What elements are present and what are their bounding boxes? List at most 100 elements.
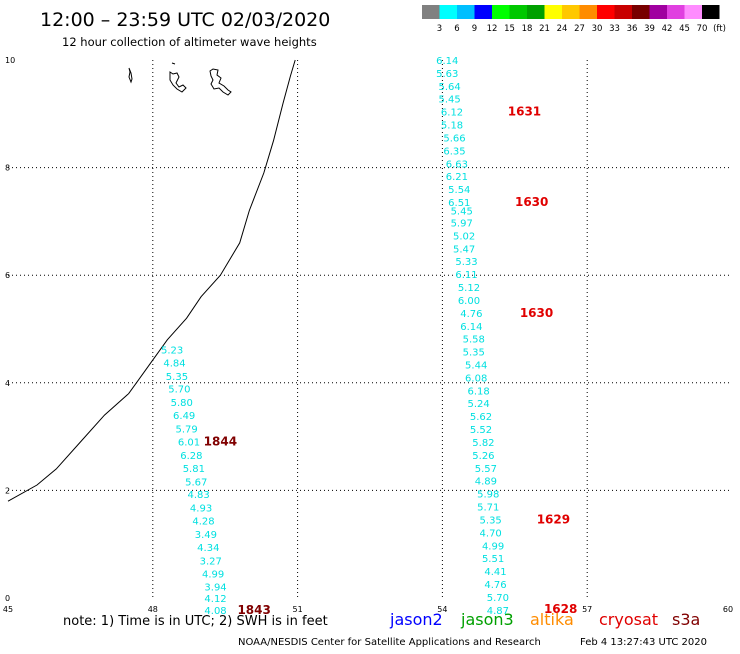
wave-height-value: 5.23: [161, 345, 183, 356]
wave-height-value: 5.52: [470, 425, 492, 436]
wave-height-value: 4.28: [192, 517, 214, 528]
wave-height-value: 5.82: [472, 438, 494, 449]
wave-height-value: 6.00: [458, 296, 480, 307]
wave-height-value: 6.18: [467, 386, 489, 397]
longitude-tick-label: 51: [293, 605, 303, 614]
satellite-legend-jason3: jason3: [460, 610, 514, 629]
wave-height-value: 5.18: [441, 121, 463, 132]
longitude-tick-label: 45: [3, 605, 13, 614]
latitude-tick-label: 10: [5, 56, 15, 65]
legend-scale-label: 18: [522, 24, 533, 34]
pass-time-label: 1629: [537, 512, 570, 526]
wave-height-value: 6.14: [436, 56, 458, 67]
island: [209, 68, 232, 96]
legend-scale-label: 12: [487, 24, 498, 34]
wave-height-value: 4.84: [163, 358, 185, 369]
legend-color-swatch: [579, 5, 597, 19]
pass-time-label: 1843: [237, 603, 270, 617]
satellite-legend-jason2: jason2: [389, 610, 443, 629]
wave-height-value: 4.70: [480, 528, 502, 539]
wave-height-color-legend: 3 6 9 12 15 18 21 24 27 30 33 36 39 42 45 70 (ft): [422, 5, 726, 34]
legend-scale-label: 3: [437, 24, 442, 34]
legend-scale-label: 21: [539, 24, 550, 34]
wave-height-value: 5.44: [465, 361, 487, 372]
wave-height-value: 5.70: [487, 593, 509, 604]
wave-height-value: 6.08: [465, 373, 487, 384]
islands: [128, 62, 232, 96]
legend-scale-label: 36: [627, 24, 638, 34]
wave-height-value: 6.35: [443, 146, 465, 157]
page-title: 12:00 – 23:59 UTC 02/03/2020: [40, 9, 330, 31]
legend-color-swatch: [439, 5, 457, 19]
wave-height-value: 6.28: [180, 451, 202, 462]
satellite-tracks: 5.23 4.84 5.35 5.70 5.80 6.49 5.796.01 6.28 5.81…: [161, 56, 577, 617]
wave-height-value: 5.35: [166, 372, 188, 383]
footer-note: note: 1) Time is in UTC; 2) SWH is in fe…: [63, 614, 328, 629]
wave-height-value: 6.21: [446, 172, 468, 183]
wave-height-value: 5.67: [185, 477, 207, 488]
satellite-legend-cryosat: cryosat: [599, 610, 658, 629]
wave-height-value: 4.99: [202, 569, 224, 580]
pass-time-label: 1630: [520, 306, 553, 320]
track-cryosat: 5.23 4.84 5.35 5.70 5.80 6.49 5.796.01 6.28 5.81…: [161, 345, 271, 616]
wave-height-value: 6.63: [446, 159, 468, 170]
wave-height-value: 4.87: [487, 606, 509, 617]
legend-color-swatch: [702, 5, 720, 19]
legend-scale-label: 6: [454, 24, 459, 34]
legend-scale-label: (ft): [713, 24, 726, 34]
legend-scale-label: 39: [644, 24, 655, 34]
wave-height-value: 3.49: [195, 530, 217, 541]
wave-height-value: 5.62: [470, 412, 492, 423]
footer-timestamp: Feb 4 13:27:43 UTC 2020: [580, 637, 707, 648]
legend-color-swatch: [684, 5, 702, 19]
pass-time-label: 1630: [515, 195, 548, 209]
wave-height-value: 6.14: [460, 322, 482, 333]
wave-height-value: 5.02: [453, 231, 475, 242]
latitude-tick-label: 0: [5, 594, 10, 603]
wave-height-value: 6.49: [173, 411, 195, 422]
legend-scale-label: 27: [574, 24, 585, 34]
page-subtitle: 12 hour collection of altimeter wave hei…: [62, 35, 317, 49]
legend-color-swatch: [457, 5, 475, 19]
latitude-tick-label: 6: [5, 271, 10, 280]
track-s3a: 6.14 5.63 5.64 5.45 6.12 5.185.66 6.35 6.63 6.21…: [436, 56, 577, 617]
legend-color-swatch: [667, 5, 685, 19]
wave-height-value: 4.08: [204, 606, 226, 617]
wave-height-value: 5.26: [472, 451, 494, 462]
wave-height-value: 6.51: [448, 198, 470, 209]
wave-height-value: 4.93: [190, 504, 212, 515]
wave-height-value: 4.89: [475, 477, 497, 488]
wave-height-value: 5.35: [463, 348, 485, 359]
wave-height-value: 5.58: [463, 335, 485, 346]
axis-labels: 0 2 4 6 8 10 45 48 51 54 57 60: [3, 56, 733, 614]
wave-height-value: 5.79: [175, 425, 197, 436]
legend-scale-label: 24: [557, 24, 568, 34]
satellite-legend: jason2 jason3 altika cryosat s3a: [389, 610, 700, 629]
legend-color-swatch: [509, 5, 527, 19]
wave-height-value: 6.12: [441, 108, 463, 119]
wave-height-value: 3.94: [204, 583, 226, 594]
wave-height-value: 4.12: [204, 594, 226, 605]
pass-time-label: 1631: [508, 105, 541, 119]
legend-scale-label: 70: [697, 24, 708, 34]
wave-height-value: 5.33: [455, 257, 477, 268]
pass-time-label: 1844: [204, 434, 237, 448]
footer-credit: NOAA/NESDIS Center for Satellite Applica…: [238, 637, 541, 648]
legend-color-swatch: [492, 5, 510, 19]
wave-height-value: 4.41: [484, 567, 506, 578]
wave-height-value: 6.11: [455, 270, 477, 281]
legend-color-swatch: [544, 5, 562, 19]
legend-scale-label: 42: [662, 24, 673, 34]
graticule: [8, 60, 732, 598]
wave-height-value: 5.57: [475, 464, 497, 475]
satellite-legend-s3a: s3a: [672, 610, 700, 629]
legend-color-swatch: [632, 5, 650, 19]
legend-scale-label: 33: [609, 24, 620, 34]
wave-height-value: 4.76: [484, 580, 506, 591]
wave-height-value: 4.76: [460, 309, 482, 320]
wave-height-value: 3.27: [200, 556, 222, 567]
wave-height-value: 5.81: [183, 464, 205, 475]
wave-height-value: 5.63: [436, 69, 458, 80]
wave-height-value: 5.47: [453, 244, 475, 255]
